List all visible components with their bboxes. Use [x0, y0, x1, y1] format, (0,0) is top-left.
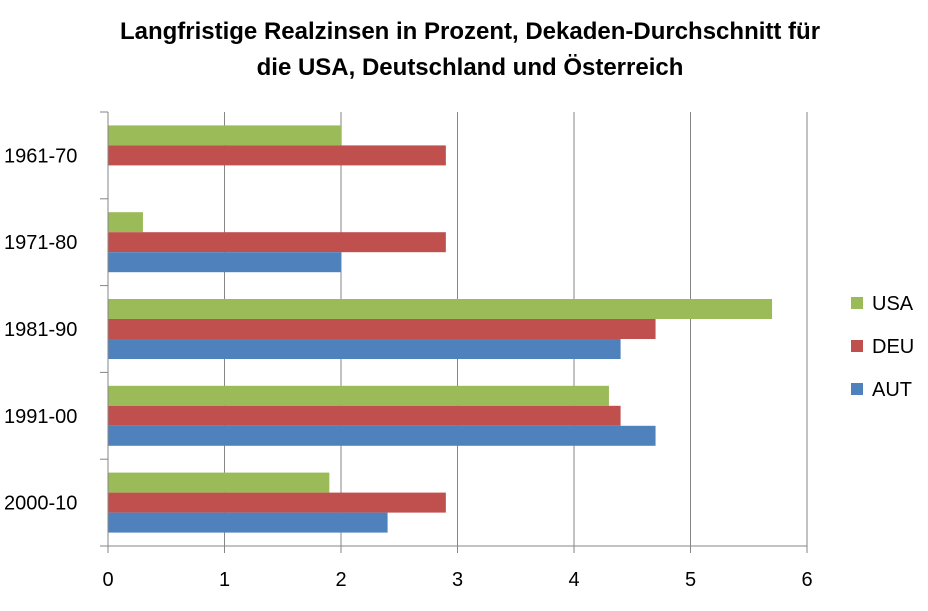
- y-tick-label: 2000-10: [4, 493, 77, 515]
- y-tick-label: 1991-00: [4, 406, 77, 428]
- chart-title-line-1: Langfristige Realzinsen in Prozent, Deka…: [119, 18, 821, 45]
- legend-swatch-deu: [851, 340, 863, 352]
- y-tick-label: 1971-80: [4, 232, 77, 254]
- x-tick-label: 3: [452, 569, 463, 591]
- bar-deu: [108, 492, 446, 513]
- y-tick-label: 1961-70: [4, 145, 77, 167]
- bar-usa: [108, 125, 341, 146]
- y-tick-label: 1981-90: [4, 319, 77, 341]
- x-tick-label: 5: [685, 569, 696, 591]
- x-tick-label: 6: [801, 569, 812, 591]
- bar-usa: [108, 299, 773, 319]
- x-tick-label: 2: [335, 569, 346, 591]
- x-tick-label: 1: [219, 569, 230, 591]
- bar-aut: [108, 252, 341, 273]
- legend-label-aut: AUT: [872, 379, 912, 401]
- bar-usa: [108, 472, 330, 493]
- bar-usa: [108, 212, 143, 233]
- legend-swatch-aut: [851, 383, 863, 395]
- bar-deu: [108, 145, 446, 166]
- legend-label-usa: USA: [872, 293, 914, 315]
- x-tick-label: 4: [568, 569, 579, 591]
- bar-usa: [108, 385, 609, 406]
- bar-deu: [108, 232, 446, 253]
- bar-deu: [108, 405, 621, 426]
- bar-aut: [108, 339, 621, 359]
- bar-aut: [108, 425, 656, 446]
- legend-swatch-usa: [851, 297, 863, 309]
- legend-label-deu: DEU: [872, 336, 914, 358]
- bar-deu: [108, 319, 656, 339]
- chart-title: Langfristige Realzinsen in Prozent, Deka…: [60, 14, 880, 86]
- chart-title-line-2: die USA, Deutschland und Österreich: [256, 54, 684, 81]
- bar-aut: [108, 512, 388, 533]
- x-tick-label: 0: [102, 569, 113, 591]
